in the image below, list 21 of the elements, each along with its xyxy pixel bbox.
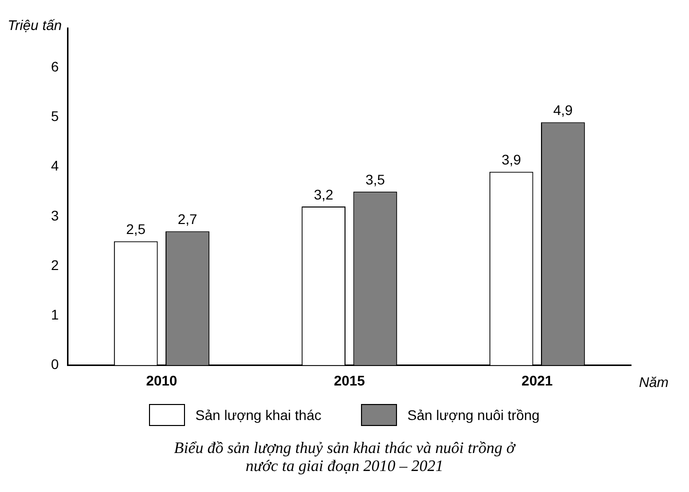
- y-tick-label: 4: [50, 158, 59, 174]
- data-label: 2,5: [126, 221, 146, 238]
- y-tick-label: 3: [50, 207, 59, 224]
- y-axis-title: Triệu tấn: [8, 16, 62, 33]
- y-tick-label: 5: [50, 108, 59, 124]
- y-tick-label: 1: [50, 306, 59, 322]
- data-label: 3,9: [502, 152, 522, 168]
- text: Biểu đồ sản lượng thuỷ sản khai thác và nuôi trồng ở nước ta giai đoạn 2010 – 2021: [173, 440, 517, 476]
- legend-label: Sản lượng nuôi trồng: [407, 407, 540, 423]
- data-label: 3,5: [365, 172, 386, 188]
- x-tick-label: 2021: [522, 372, 553, 388]
- x-axis-title: Năm: [639, 374, 669, 390]
- y-tick-label: 6: [50, 58, 59, 75]
- data-label: 2,7: [178, 211, 198, 228]
- x-tick-label: 2010: [146, 372, 178, 388]
- y-tick-label: 0: [50, 356, 59, 372]
- x-tick-label: 2015: [334, 372, 366, 388]
- text: Sản lượng khai thác: [195, 407, 322, 423]
- data-label: 4,9: [553, 102, 573, 118]
- data-label: 3,2: [314, 186, 334, 202]
- y-tick-label: 2: [50, 256, 59, 273]
